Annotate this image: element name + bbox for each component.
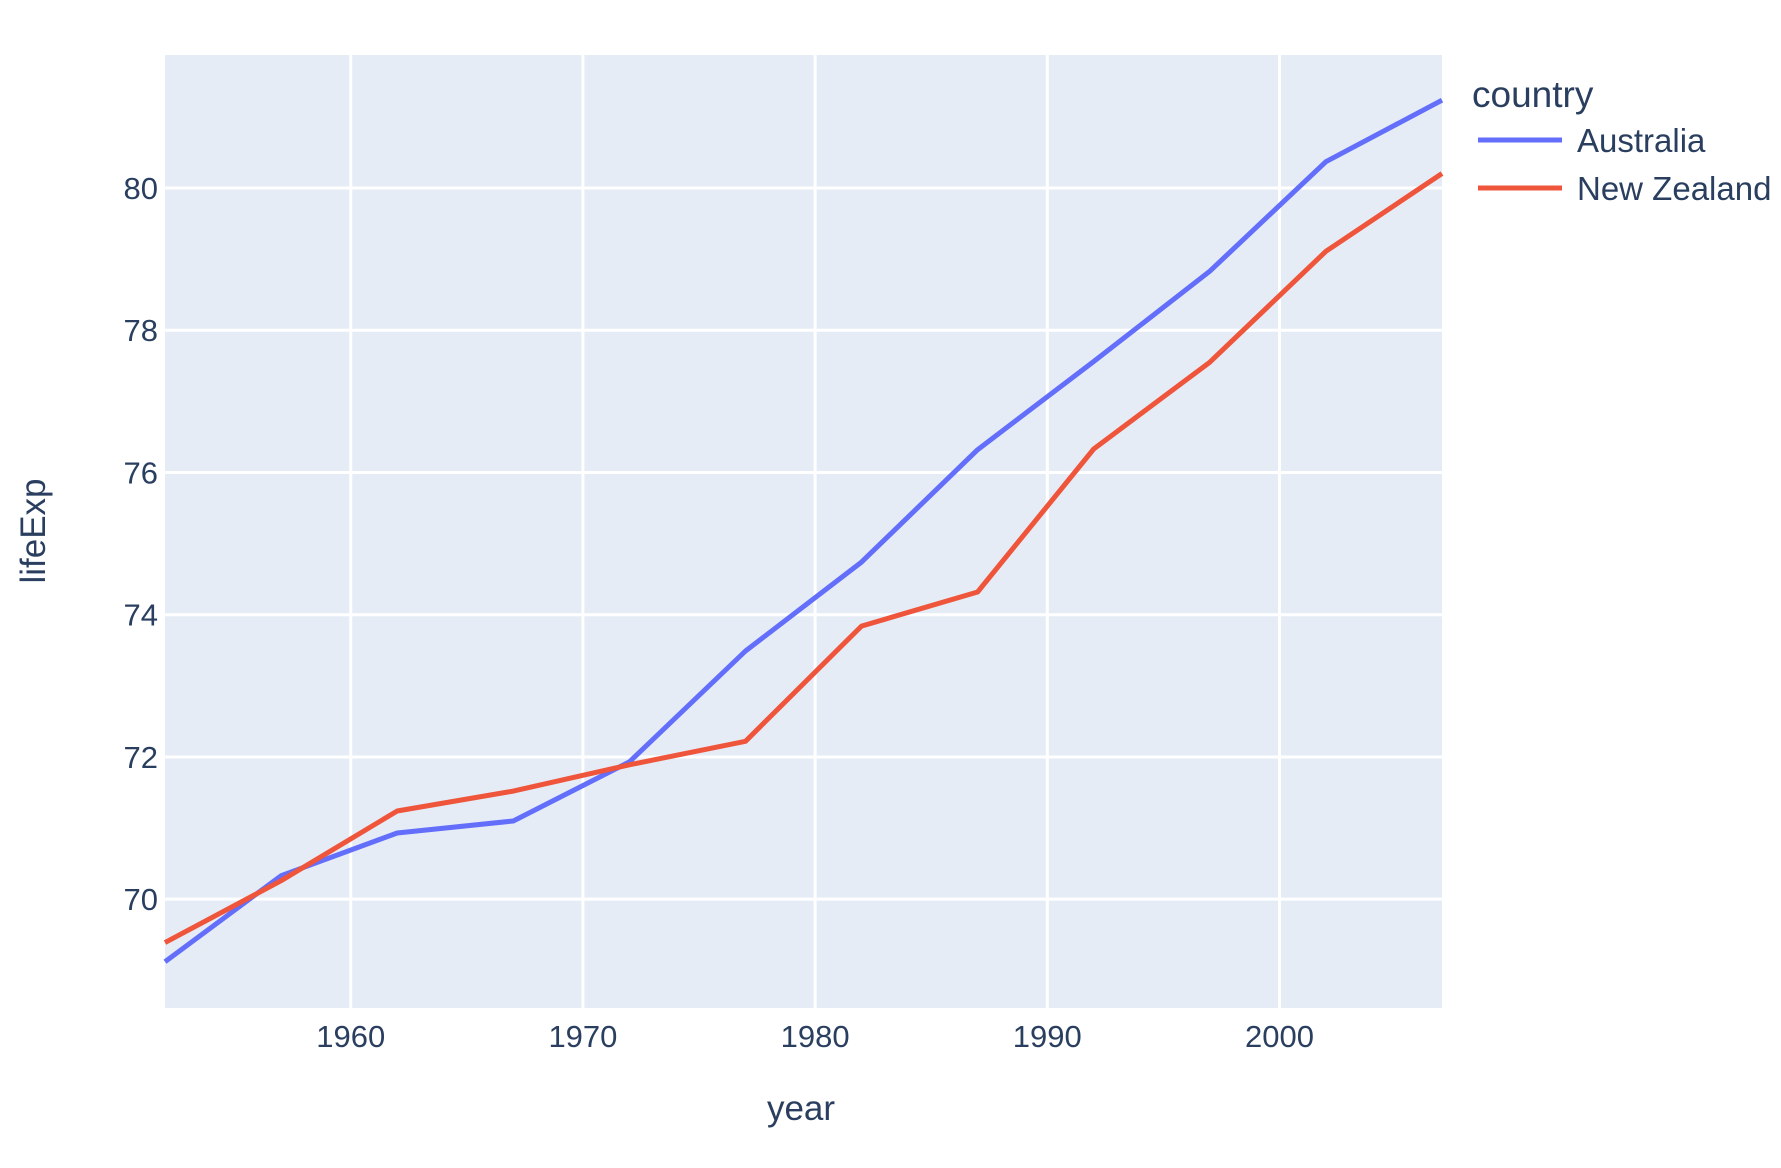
y-axis-title: lifeExp [14,478,53,583]
x-tick-label: 1960 [316,1019,385,1054]
legend-item-new-zealand[interactable]: New Zealand [1478,170,1771,207]
series-lines [163,97,1444,964]
plot-area[interactable] [165,55,1442,1008]
x-tick-label: 1980 [781,1019,850,1054]
legend-item-label: Australia [1577,122,1706,159]
series-line-australia[interactable] [163,97,1444,964]
x-tick-label: 1970 [548,1019,617,1054]
legend-title: country [1472,74,1594,115]
legend-items: Australia New Zealand [1478,122,1771,207]
y-gridlines [165,186,1442,901]
legend-item-label: New Zealand [1577,170,1771,207]
x-tick-label: 2000 [1245,1019,1314,1054]
y-tick-label: 80 [124,171,158,206]
x-axis-title: year [767,1089,835,1128]
series-line-new-zealand[interactable] [163,171,1444,945]
y-tick-label: 70 [124,882,158,917]
y-tick-label: 72 [124,740,158,775]
y-tick-label: 78 [124,313,158,348]
y-tick-label: 74 [124,598,158,633]
legend-item-australia[interactable]: Australia [1478,122,1706,159]
y-tick-labels: 70 72 74 76 78 80 [124,171,158,917]
x-tick-labels: 1960 1970 1980 1990 2000 [316,1019,1314,1054]
x-tick-label: 1990 [1013,1019,1082,1054]
legend: country Australia New Zealand [1472,74,1771,207]
y-tick-label: 76 [124,455,158,490]
